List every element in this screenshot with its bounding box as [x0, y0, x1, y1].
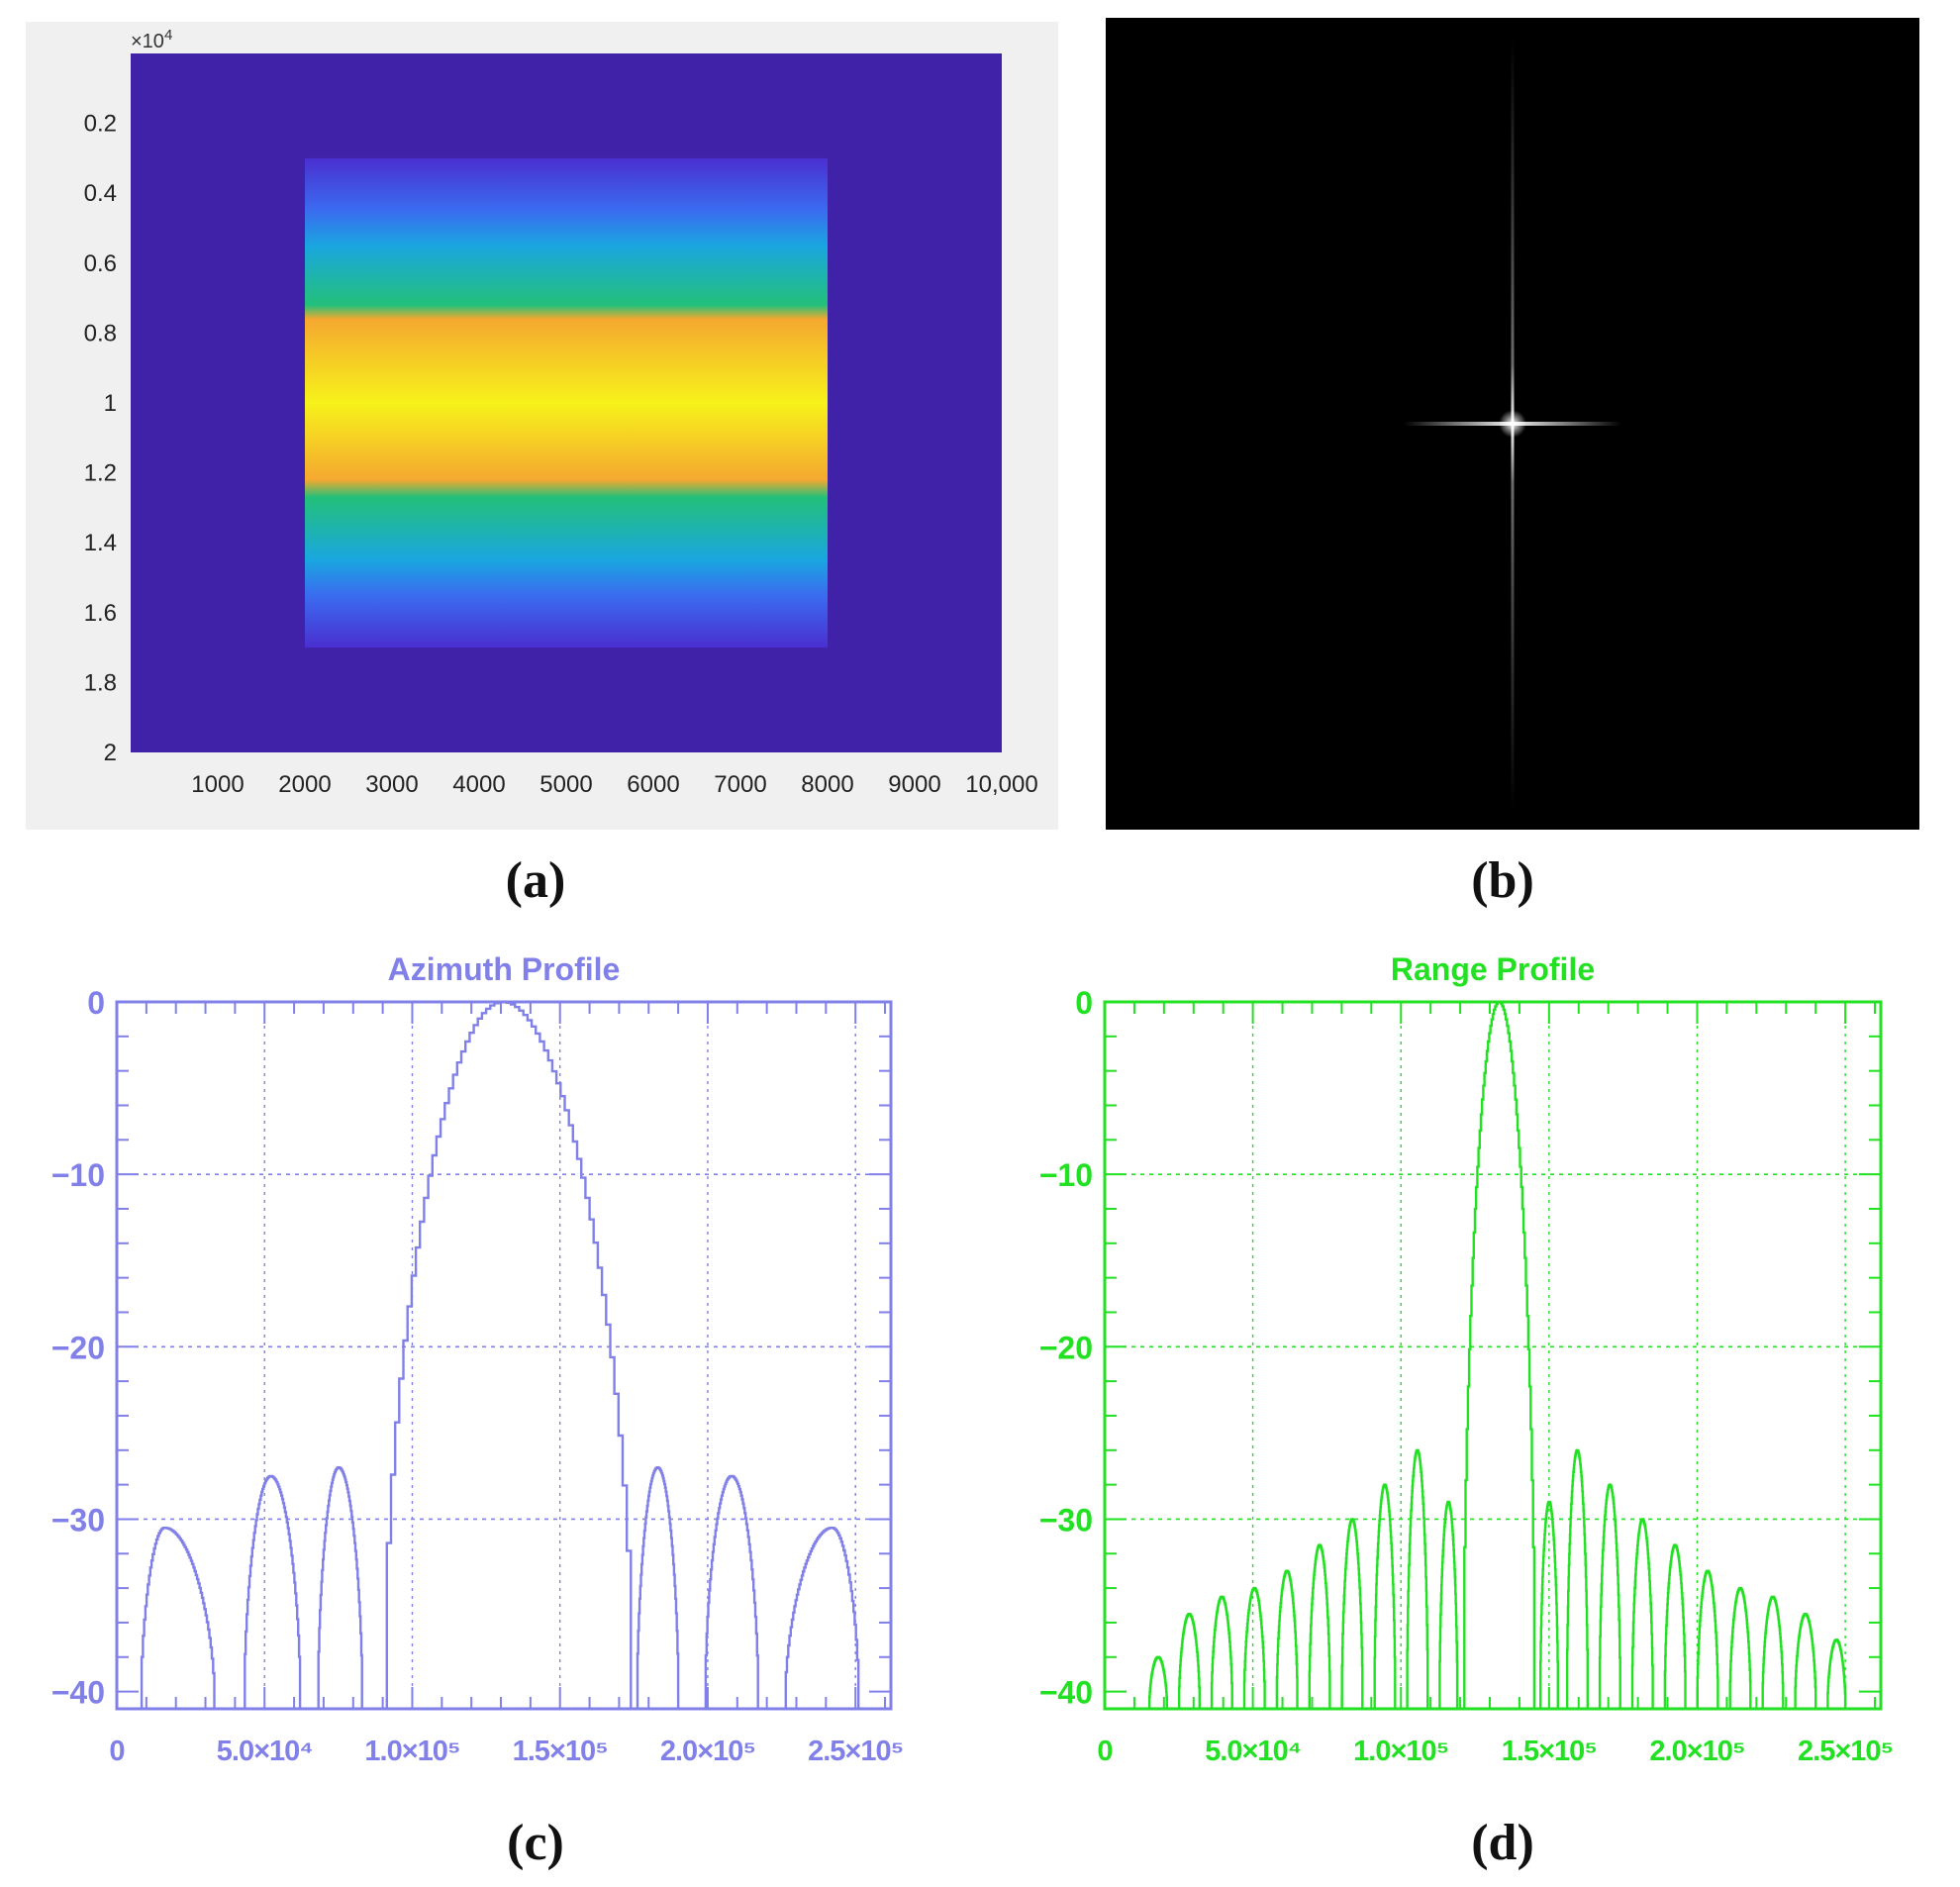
- caption-c: (c): [507, 1815, 564, 1871]
- range-profile-lobe: [1663, 1543, 1687, 1711]
- y-tick-label: −20: [51, 1330, 105, 1365]
- range-profile-lobe: [1406, 1448, 1429, 1711]
- x-tick-label: 3000: [365, 771, 418, 798]
- caption-d: (d): [1471, 1815, 1534, 1871]
- y-tick-label: 0.2: [84, 111, 117, 138]
- y-tick-label: −10: [1039, 1157, 1093, 1193]
- y-tick-label: 2: [104, 740, 117, 766]
- x-tick-label: 5000: [539, 771, 592, 798]
- x-tick-label: 2.5×10⁵: [808, 1736, 903, 1767]
- range-profile-lobe: [1148, 1655, 1168, 1711]
- range-profile-lobe: [1696, 1569, 1719, 1711]
- range-profile-lobe: [1761, 1595, 1785, 1711]
- y-tick-label: −10: [51, 1157, 105, 1193]
- caption-b: (b): [1471, 852, 1534, 909]
- range-profile-lobe: [1794, 1613, 1817, 1711]
- x-tick-label: 1.5×10⁵: [1502, 1736, 1597, 1767]
- x-tick-label: 1.0×10⁵: [364, 1736, 459, 1767]
- range-profile-lobe: [1242, 1586, 1266, 1711]
- y-tick-label: 0.4: [84, 180, 117, 207]
- range-profile-lobe: [1373, 1483, 1397, 1711]
- panel-a-chart: 1000 2000 3000 4000 5000 6000 7000 8000 9000 10,0…: [84, 27, 1038, 798]
- y-tick-label: 0: [1075, 985, 1093, 1021]
- x-tick-label: 1.5×10⁵: [513, 1736, 608, 1767]
- range-profile-lobe: [1210, 1595, 1233, 1711]
- panel-b-image: [1106, 18, 1919, 830]
- x-tick-label: 9000: [888, 771, 940, 798]
- x-tick-label: 7000: [714, 771, 766, 798]
- y-tick-label: 1.8: [84, 669, 117, 696]
- azimuth-profile-lobe: [140, 1527, 216, 1711]
- range-profile-lobe: [1630, 1518, 1654, 1711]
- x-tick-label: 4000: [452, 771, 505, 798]
- y-tick-label: 1.2: [84, 460, 117, 487]
- x-tick-label: 8000: [801, 771, 853, 798]
- range-profile-lobe: [1539, 1500, 1559, 1711]
- azimuth-profile-lobe: [704, 1474, 759, 1711]
- y-tick-label: 1.6: [84, 600, 117, 627]
- range-profile-title: Range Profile: [1391, 951, 1595, 987]
- range-profile-lobe: [1728, 1586, 1752, 1711]
- y-tick-label: 0: [87, 985, 105, 1021]
- panel-d: Range Profile 0 −10 −20 −30 −40 0 5.0×10⁴ 1.0×10…: [990, 941, 1960, 1772]
- y-tick-label: 1.4: [84, 530, 117, 556]
- azimuth-profile-lobe: [382, 1000, 633, 1711]
- caption-a: (a): [505, 852, 566, 909]
- panel-c: Azimuth Profile 0 −10 −20 −30 −40 0 5.0×10⁴ 1.0×…: [0, 941, 980, 1772]
- range-profile-lobe: [1275, 1569, 1299, 1711]
- x-tick-label: 0: [109, 1736, 124, 1767]
- range-profile-lobe: [1826, 1639, 1847, 1711]
- panel-b: [1106, 18, 1919, 830]
- x-tick-label: 10,000: [965, 771, 1037, 798]
- azimuth-profile-title: Azimuth Profile: [388, 951, 621, 987]
- x-tick-label: 2.0×10⁵: [1649, 1736, 1744, 1767]
- azimuth-profile-lobe: [636, 1466, 680, 1711]
- x-tick-label: 6000: [627, 771, 679, 798]
- y-tick-label: −20: [1039, 1330, 1093, 1365]
- y-exponent-label: ×104: [131, 27, 172, 52]
- x-tick-label: 2.0×10⁵: [660, 1736, 755, 1767]
- range-profile-lobe: [1598, 1483, 1621, 1711]
- panel-a: 1000 2000 3000 4000 5000 6000 7000 8000 9000 10,0…: [26, 22, 1058, 830]
- plot-frame: [115, 1000, 893, 1711]
- range-profile-lobe: [1340, 1518, 1364, 1711]
- x-tick-label: 1000: [191, 771, 244, 798]
- y-tick-label: −30: [1039, 1502, 1093, 1538]
- x-tick-label: 2.5×10⁵: [1798, 1736, 1893, 1767]
- y-tick-label: −40: [1039, 1675, 1093, 1711]
- range-profile-lobe: [1438, 1500, 1459, 1711]
- y-tick-label: 1: [104, 390, 117, 417]
- range-profile-lobe: [1308, 1543, 1331, 1711]
- x-tick-label: 5.0×10⁴: [1205, 1736, 1301, 1767]
- y-tick-label: −40: [51, 1675, 105, 1711]
- heatmap-band: [305, 157, 828, 648]
- y-tick-label: 0.6: [84, 250, 117, 277]
- point-target-peak: [1499, 410, 1526, 438]
- y-tick-label: −30: [51, 1502, 105, 1538]
- azimuth-profile-lobe: [244, 1474, 302, 1711]
- plot-frame: [1103, 1000, 1883, 1711]
- x-tick-label: 2000: [278, 771, 331, 798]
- x-tick-label: 1.0×10⁵: [1353, 1736, 1448, 1767]
- range-profile-lobe: [1566, 1448, 1589, 1711]
- azimuth-profile-lobe: [784, 1527, 860, 1711]
- y-tick-label: 0.8: [84, 320, 117, 347]
- range-profile-lobe: [1178, 1613, 1201, 1711]
- x-tick-label: 0: [1097, 1736, 1112, 1767]
- range-profile-lobe: [1463, 1000, 1536, 1711]
- azimuth-profile-lobe: [317, 1466, 363, 1711]
- x-tick-label: 5.0×10⁴: [217, 1736, 313, 1767]
